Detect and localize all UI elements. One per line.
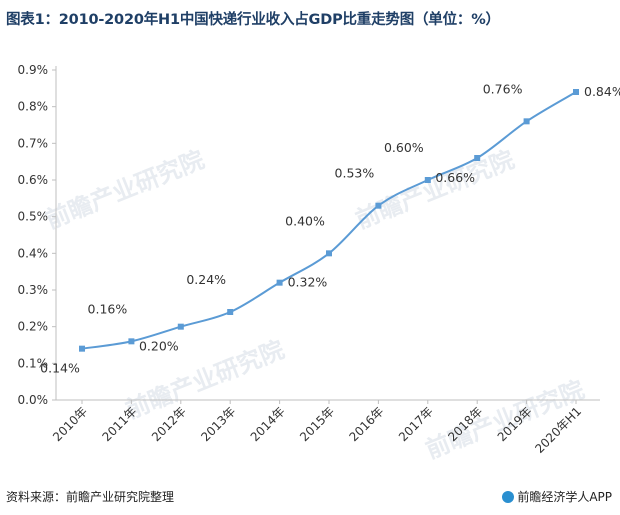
line-chart: 0.0% 0.1% 0.2% 0.3% 0.4% 0.5% 0.6% 0.7% 0.8% 0.9%…	[18, 63, 620, 456]
data-point	[79, 345, 85, 352]
data-label: 0.40%	[285, 213, 325, 228]
data-label: 0.84%	[584, 84, 620, 99]
x-tick-label: 2013年	[198, 404, 238, 444]
x-axis: 2010年 2011年 2012年 2013年 2014年 2015年 2016年 2017年…	[50, 399, 600, 456]
x-tick-label: 2016年	[347, 404, 387, 444]
data-point	[424, 177, 431, 183]
data-point	[474, 155, 481, 161]
x-tick-label: 2018年	[445, 404, 485, 444]
data-label: 0.14%	[40, 361, 80, 376]
y-tick-label: 0.6%	[18, 173, 49, 187]
x-tick-label: 2017年	[396, 404, 436, 444]
brand-name: 前瞻经济学人APP	[517, 490, 612, 504]
y-tick-label: 0.7%	[18, 136, 49, 150]
brand-note: 前瞻经济学人APP	[502, 488, 612, 505]
y-tick-label: 0.4%	[18, 246, 49, 260]
x-tick-label: 2011年	[100, 404, 140, 444]
source-note: 资料来源：前瞻产业研究院整理	[6, 490, 175, 504]
y-tick-label: 0.3%	[18, 283, 49, 297]
brand-logo-icon	[502, 491, 515, 503]
data-labels: 0.14% 0.16% 0.20% 0.24% 0.32% 0.40% 0.53% 0.60%…	[40, 81, 620, 375]
data-point	[276, 279, 283, 286]
series-path	[81, 91, 577, 350]
chart-title: 图表1：2010-2020年H1中国快递行业收入占GDP比重走势图（单位：%）	[6, 12, 500, 28]
x-tick-label: 2015年	[297, 404, 337, 444]
data-label: 0.60%	[384, 140, 424, 155]
y-tick-label: 0.9%	[18, 63, 49, 77]
y-axis: 0.0% 0.1% 0.2% 0.3% 0.4% 0.5% 0.6% 0.7% 0.8% 0.9%	[18, 63, 57, 407]
data-label: 0.32%	[288, 275, 328, 290]
x-tick-label: 2019年	[495, 404, 535, 444]
data-point	[523, 118, 530, 125]
x-tick-label: 2020年H1	[532, 404, 584, 456]
y-tick-label: 0.2%	[18, 320, 49, 334]
data-point	[573, 89, 579, 95]
data-point	[177, 323, 184, 330]
data-point	[227, 309, 234, 315]
x-tick-label: 2012年	[149, 404, 189, 444]
series-line	[79, 89, 579, 352]
data-label: 0.20%	[139, 339, 179, 354]
y-tick-label: 0.8%	[18, 100, 49, 114]
x-tick-label: 2010年	[50, 404, 90, 444]
data-label: 0.16%	[88, 301, 128, 316]
data-point	[326, 250, 332, 257]
y-tick-label: 0.1%	[18, 356, 49, 370]
data-label: 0.66%	[435, 170, 475, 185]
data-point	[128, 338, 135, 345]
y-tick-label: 0.5%	[18, 210, 49, 224]
y-tick-label: 0.0%	[18, 393, 49, 407]
data-point	[375, 202, 382, 209]
data-label: 0.24%	[186, 272, 226, 287]
data-label: 0.53%	[335, 166, 375, 181]
data-label: 0.76%	[483, 81, 523, 96]
x-tick-label: 2014年	[248, 404, 288, 444]
